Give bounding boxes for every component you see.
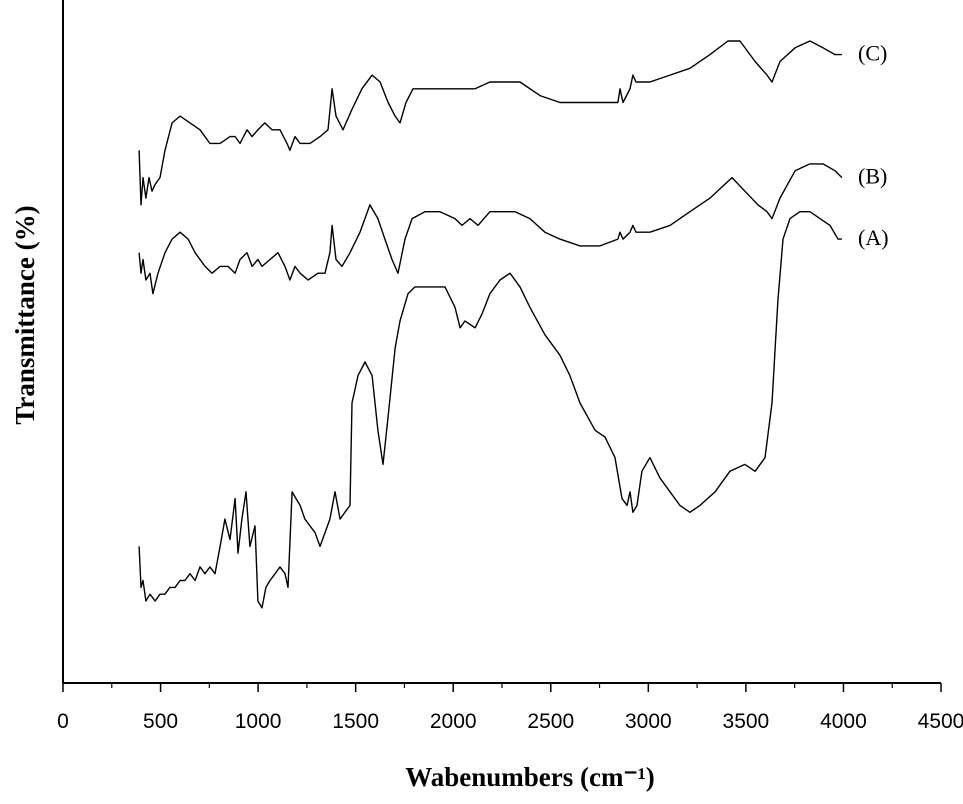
x-tick-label: 3500 — [723, 710, 770, 733]
spectrum-line — [138, 40, 842, 206]
x-tick-label: 2500 — [527, 710, 574, 733]
x-tick-label: 3000 — [625, 710, 672, 733]
spectrum-line — [138, 163, 843, 295]
x-tick-label: 1000 — [235, 710, 282, 733]
x-tick-label: 4500 — [918, 710, 963, 733]
series-label: (B) — [858, 164, 887, 189]
x-tick-label: 500 — [143, 710, 178, 733]
series-label: (C) — [858, 41, 887, 66]
x-tick-label: 4000 — [820, 710, 867, 733]
series-label: (A) — [858, 225, 889, 250]
x-tick-label: 2000 — [430, 710, 477, 733]
x-tick-label: 0 — [57, 710, 69, 733]
y-axis-label: Transmittance (%) — [10, 205, 40, 424]
x-tick-label: 1500 — [332, 710, 379, 733]
spectrum-line — [138, 211, 842, 609]
x-axis-label: Wabenumbers (cm⁻¹) — [405, 762, 655, 792]
